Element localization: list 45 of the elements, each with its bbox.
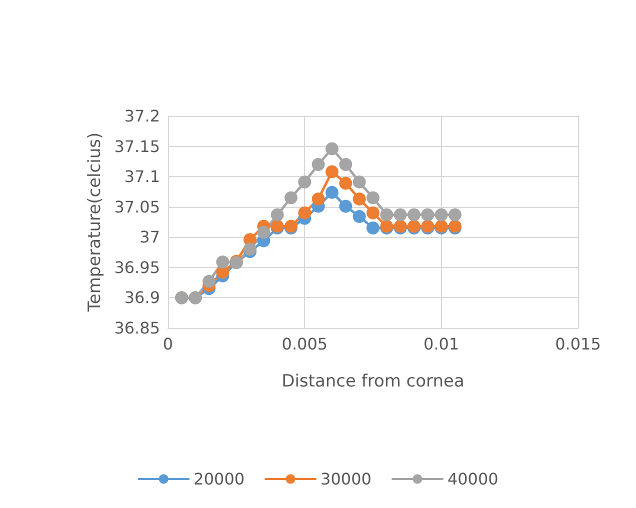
point — [298, 176, 312, 189]
legend-label: 40000 — [447, 470, 498, 488]
point — [312, 192, 325, 206]
point — [326, 142, 338, 156]
x-tick-label: 0.01 — [424, 334, 460, 354]
point — [339, 158, 352, 171]
y-tick-label: 37.05 — [114, 197, 160, 216]
point — [408, 208, 420, 222]
point — [298, 206, 312, 220]
point — [352, 176, 366, 189]
point — [326, 165, 338, 178]
legend-label: 20000 — [194, 470, 245, 488]
point — [312, 158, 325, 171]
point — [448, 208, 462, 222]
point — [339, 200, 352, 213]
point — [257, 226, 270, 239]
y-tick-label: 37.2 — [124, 106, 160, 126]
point — [284, 191, 298, 204]
y-tick-label: 37 — [140, 228, 160, 247]
point — [434, 208, 448, 222]
point — [216, 255, 230, 268]
point — [244, 242, 256, 256]
x-tick-label: 0.005 — [282, 334, 328, 354]
y-tick-label: 36.9 — [124, 288, 160, 308]
point — [421, 208, 434, 222]
point — [366, 222, 380, 235]
y-tick-label: 37.1 — [124, 167, 160, 186]
legend-label: 30000 — [320, 470, 372, 488]
point — [352, 192, 366, 206]
point — [352, 210, 366, 224]
y-tick-label: 37.15 — [114, 136, 160, 156]
x-tick-label: 0.015 — [555, 334, 601, 354]
point — [380, 208, 394, 222]
point — [202, 274, 216, 288]
point — [339, 176, 352, 190]
point — [394, 208, 407, 222]
x-axis-title: Distance from cornea — [282, 372, 464, 392]
y-tick-label: 36.95 — [114, 258, 160, 277]
point — [326, 186, 338, 199]
x-tick-label: 0 — [162, 334, 174, 354]
point — [366, 206, 380, 220]
point — [366, 191, 380, 204]
y-tick-label: 36.85 — [114, 318, 160, 338]
y-axis-title: Temperature(celcius) — [84, 132, 105, 313]
point — [270, 208, 284, 222]
